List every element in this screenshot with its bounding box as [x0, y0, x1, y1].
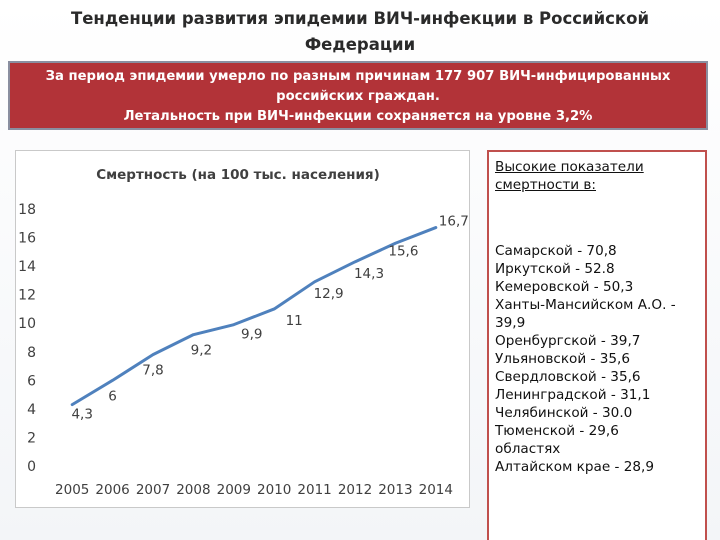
panel-heading-line2: смертности в: [495, 176, 699, 194]
region-list-item: Свердловской - 35,6 [495, 369, 641, 385]
data-label: 12,9 [314, 286, 344, 302]
x-tick-label: 2005 [55, 482, 89, 498]
data-label: 6 [108, 388, 117, 404]
slide-title: Тенденции развития эпидемии ВИЧ-инфекции… [40, 6, 680, 58]
region-list-item: Алтайском крае - 28,9 [495, 459, 654, 475]
banner-line2: российских граждан. [276, 89, 440, 104]
region-list-item: Иркутской - 52.8 [495, 261, 615, 277]
high-mortality-panel: Высокие показатели смертности в: Самарск… [487, 150, 707, 540]
data-label: 7,8 [142, 363, 163, 379]
data-label: 16,7 [439, 214, 469, 230]
data-label: 9,9 [241, 327, 262, 343]
series-group [70, 226, 438, 407]
chart-title: Смертность (на 100 тыс. населения) [96, 167, 380, 183]
slide-title-line1: Тенденции развития эпидемии ВИЧ-инфекции… [70, 9, 650, 28]
panel-heading-line2-text: смертности [495, 177, 584, 193]
banner-line1: За период эпидемии умерло по разным прич… [45, 69, 671, 84]
region-list-item: Тюменской - 29,6 [495, 423, 619, 439]
y-tick-label: 6 [27, 373, 36, 389]
x-tick-label: 2012 [338, 482, 372, 498]
region-list-item: Ленинградской - 31,1 [495, 387, 651, 403]
data-label: 11 [286, 313, 303, 329]
y-tick-label: 14 [18, 259, 36, 275]
region-list-item: Кемеровской - 50,3 [495, 279, 634, 295]
data-labels-group: 4,3 6 7,8 9,2 9,9 11 12,9 14,315,6 16,7 [71, 214, 468, 423]
y-tick-label: 16 [18, 231, 36, 247]
region-list-item: Ульяновской - 35,6 [495, 351, 631, 367]
chart-canvas: Смертность (на 100 тыс. населения) 0 2 4 6 8… [18, 167, 469, 498]
region-list-item: Самарской - 70,8 [495, 243, 617, 259]
y-tick-label: 12 [18, 288, 36, 304]
y-tick-label: 10 [18, 316, 36, 332]
x-tick-label: 2010 [257, 482, 291, 498]
data-label: 14,3 [354, 266, 384, 282]
region-list-item: Челябинской - 30.0 [495, 405, 633, 421]
region-list: Самарской - 70,8 Иркутской - 52.8 Кемеровс… [495, 242, 699, 476]
series-line [70, 226, 438, 407]
region-list-item: Ханты-Мансийском А.О. - 39,9 [495, 297, 676, 331]
panel-heading: Высокие показатели смертности в: [495, 158, 699, 194]
panel-heading-line1: Высокие показатели [495, 159, 644, 175]
panel-heading-suffix: в: [583, 177, 596, 193]
y-tick-label: 2 [27, 430, 36, 446]
x-tick-label: 2006 [95, 482, 129, 498]
x-tick-label: 2013 [378, 482, 412, 498]
x-tick-label: 2008 [176, 482, 210, 498]
y-tick-label: 8 [27, 345, 36, 361]
data-label: 9,2 [191, 343, 212, 359]
data-label: 15,6 [388, 243, 418, 259]
x-tick-label: 2011 [297, 482, 331, 498]
slide-title-line2: Федерации [304, 35, 416, 54]
mortality-chart: Смертность (на 100 тыс. населения) 0 2 4 6 8… [15, 150, 470, 508]
x-axis-ticks: 2005 2006 2007 2008 2009 2010 2011 2012 2013 2014 [55, 482, 453, 498]
x-tick-label: 2009 [217, 482, 251, 498]
y-tick-label: 18 [18, 202, 36, 218]
x-tick-label: 2014 [419, 482, 453, 498]
y-tick-label: 0 [27, 459, 36, 475]
banner-line3: Летальность при ВИЧ-инфекции сохраняется… [123, 109, 593, 124]
data-label: 4,3 [71, 407, 92, 423]
region-list-item: областях [495, 441, 561, 457]
x-tick-label: 2007 [136, 482, 170, 498]
info-banner: За период эпидемии умерло по разным прич… [8, 61, 708, 130]
region-list-item: Оренбургской - 39,7 [495, 333, 641, 349]
y-tick-label: 4 [27, 402, 36, 418]
y-axis-ticks: 0 2 4 6 8 10 12 14 16 18 [18, 202, 36, 475]
